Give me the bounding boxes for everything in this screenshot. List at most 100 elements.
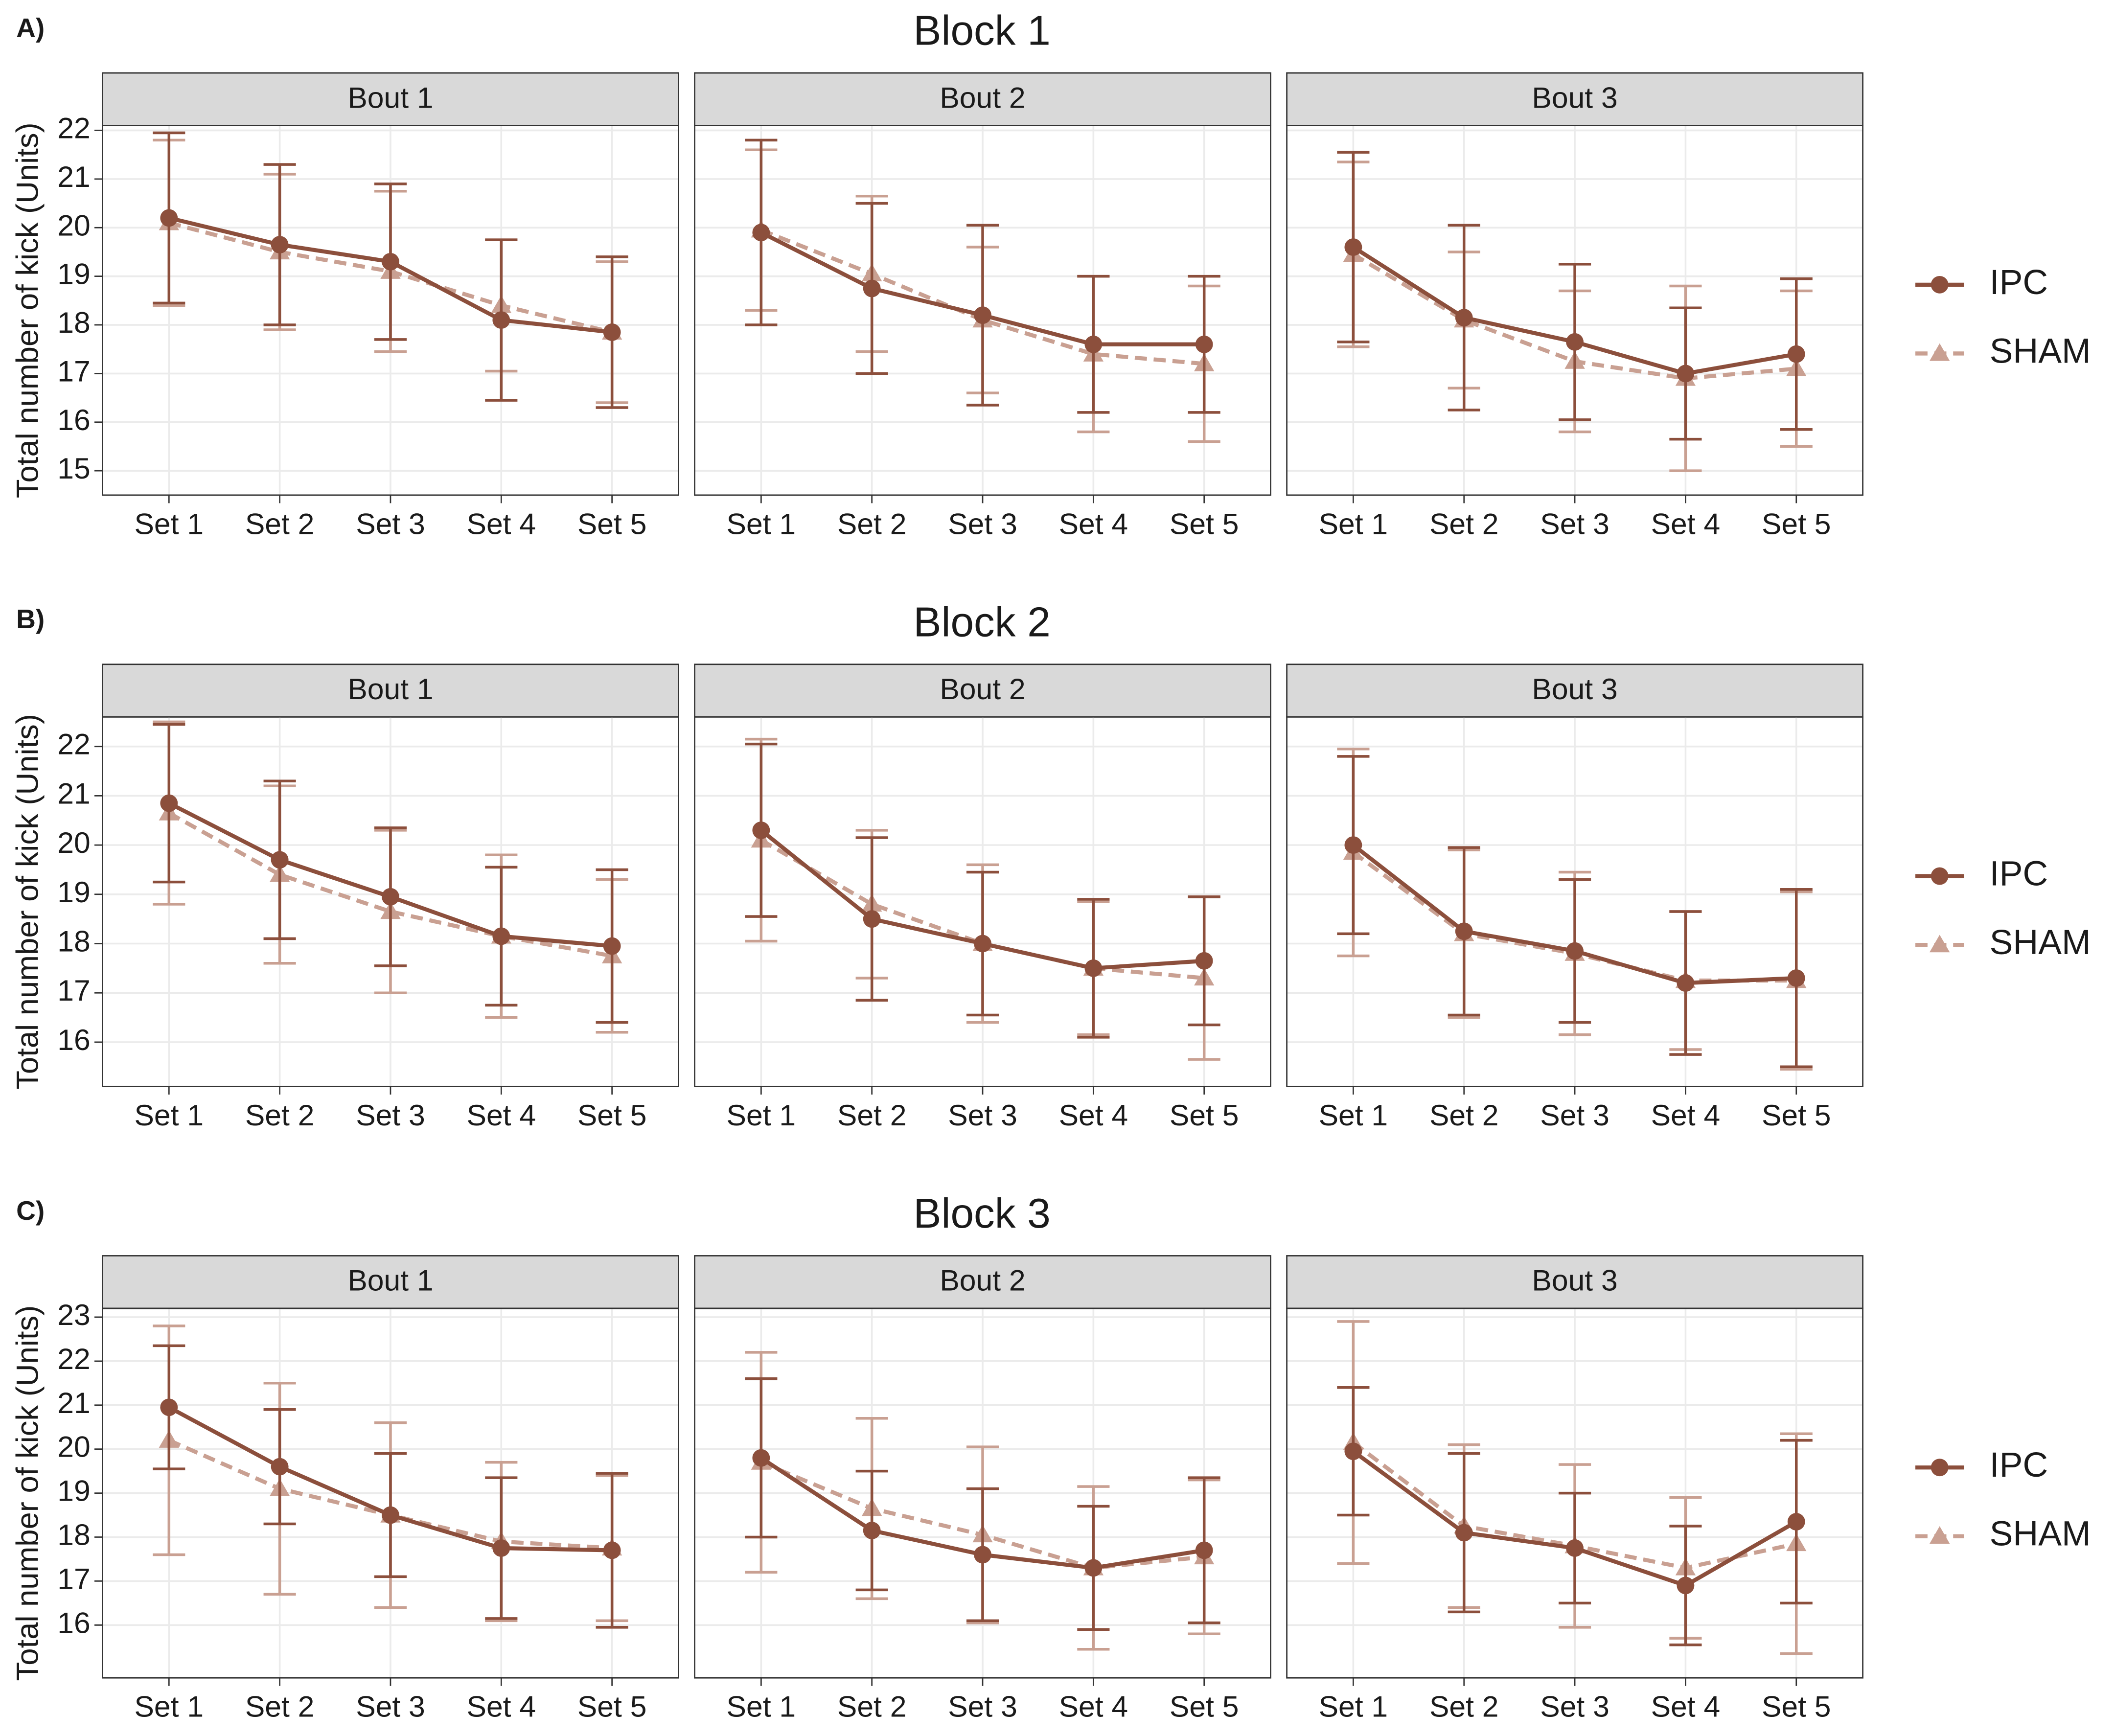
y-tick-label: 17	[57, 974, 90, 1007]
strip	[1286, 1255, 1863, 1309]
x-tick-label: Set 2	[245, 1098, 315, 1132]
strip-label: Bout 2	[940, 81, 1025, 114]
strip-label: Bout 1	[347, 672, 433, 706]
strip	[1286, 72, 1863, 126]
panel-label: C)	[16, 1195, 45, 1226]
y-axis-title: Total number of kick (Units)	[10, 714, 45, 1090]
marker	[382, 1506, 399, 1524]
y-axis-title: Total number of kick (Units)	[10, 1305, 45, 1681]
x-tick-label: Set 3	[1540, 1690, 1609, 1723]
x-tick-label: Set 3	[356, 1690, 425, 1723]
marker	[1084, 335, 1103, 353]
chart-title: Block 3	[914, 1190, 1051, 1237]
x-tick-label: Set 4	[1059, 1690, 1128, 1723]
strip	[1286, 663, 1863, 718]
x-tick-label: Set 2	[245, 507, 315, 540]
marker	[752, 224, 770, 242]
strip	[102, 72, 679, 126]
x-tick-label: Set 2	[1429, 507, 1499, 540]
chart-title: Block 2	[914, 599, 1051, 645]
x-tick-label: Set 4	[1651, 507, 1721, 540]
panel-label: A)	[16, 12, 45, 43]
marker	[863, 279, 881, 297]
strip-label: Bout 2	[940, 672, 1025, 706]
strip	[694, 1255, 1271, 1309]
x-tick-label: Set 3	[948, 507, 1017, 540]
x-tick-label: Set 4	[467, 1098, 536, 1132]
x-tick-label: Set 1	[1319, 1690, 1388, 1723]
marker	[271, 851, 289, 869]
x-tick-label: Set 2	[837, 1098, 907, 1132]
y-tick-label: 22	[57, 728, 90, 761]
y-tick-label: 18	[57, 1518, 90, 1552]
marker	[603, 937, 621, 955]
marker	[1084, 1559, 1103, 1577]
strip-label: Bout 3	[1532, 81, 1617, 114]
strip-label: Bout 3	[1532, 672, 1617, 706]
marker	[1931, 867, 1949, 885]
marker	[1344, 238, 1362, 256]
panel-border	[102, 716, 679, 1087]
panel-border	[694, 1307, 1271, 1679]
x-tick-label: Set 2	[245, 1690, 315, 1723]
y-tick-label: 23	[57, 1298, 90, 1331]
marker	[1677, 1576, 1695, 1595]
x-tick-label: Set 3	[948, 1098, 1017, 1132]
x-tick-label: Set 3	[1540, 507, 1609, 540]
marker	[974, 306, 991, 324]
x-tick-label: Set 3	[356, 1098, 425, 1132]
y-tick-label: 22	[57, 1342, 90, 1375]
marker	[1787, 1513, 1805, 1530]
x-tick-label: Set 2	[1429, 1098, 1499, 1132]
chart-title: Block 1	[914, 8, 1051, 54]
marker	[1787, 969, 1805, 987]
marker	[752, 821, 770, 839]
x-tick-label: Set 1	[135, 1690, 204, 1723]
marker	[160, 1398, 178, 1416]
strip-label: Bout 3	[1532, 1264, 1617, 1297]
y-tick-label: 15	[57, 452, 90, 485]
marker	[1566, 942, 1584, 960]
marker	[492, 1539, 510, 1557]
marker	[603, 323, 621, 341]
panel-border	[694, 716, 1271, 1087]
x-tick-label: Set 3	[948, 1690, 1017, 1723]
x-tick-label: Set 3	[356, 507, 425, 540]
marker	[1787, 345, 1805, 363]
y-axis-title: Total number of kick (Units)	[10, 122, 45, 498]
y-tick-label: 17	[57, 354, 90, 388]
marker	[863, 1522, 881, 1539]
y-tick-label: 22	[57, 112, 90, 145]
y-tick-label: 20	[57, 208, 90, 242]
x-tick-label: Set 1	[727, 507, 796, 540]
panel-border	[102, 1307, 679, 1679]
x-tick-label: Set 2	[837, 507, 907, 540]
x-tick-label: Set 4	[1651, 1690, 1721, 1723]
marker	[1929, 935, 1950, 953]
x-tick-label: Set 4	[1059, 1098, 1128, 1132]
marker	[1677, 365, 1695, 383]
x-tick-label: Set 4	[1059, 507, 1128, 540]
marker	[1929, 1526, 1950, 1544]
legend-label: SHAM	[1990, 1514, 2091, 1553]
marker	[271, 236, 289, 253]
x-tick-label: Set 4	[1651, 1098, 1721, 1132]
marker	[1929, 343, 1950, 361]
legend-label: IPC	[1990, 1445, 2048, 1485]
marker	[603, 1541, 621, 1559]
x-tick-label: Set 5	[1762, 1098, 1831, 1132]
strip	[694, 663, 1271, 718]
strip	[102, 663, 679, 718]
marker	[1931, 1459, 1949, 1477]
marker	[863, 910, 881, 928]
y-tick-label: 19	[57, 1474, 90, 1508]
marker	[1931, 275, 1949, 294]
marker	[492, 311, 510, 329]
y-tick-label: 19	[57, 257, 90, 291]
marker	[1455, 1524, 1473, 1542]
x-tick-label: Set 1	[1319, 507, 1388, 540]
x-tick-label: Set 1	[135, 507, 204, 540]
x-tick-label: Set 1	[727, 1098, 796, 1132]
legend-label: IPC	[1990, 854, 2048, 893]
